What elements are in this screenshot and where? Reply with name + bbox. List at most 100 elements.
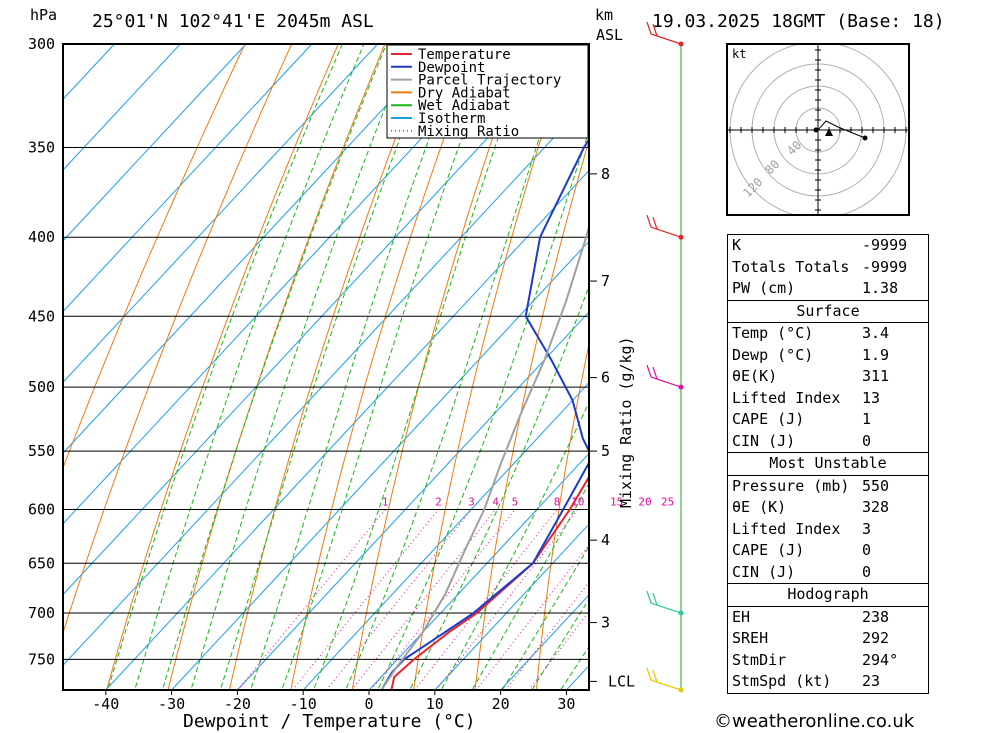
pressure-tick-label: 700	[28, 604, 55, 622]
index-value: 0	[862, 562, 872, 581]
index-label: θE (K)	[732, 498, 787, 516]
copyright-link[interactable]: ©weatheronline.co.uk	[714, 711, 915, 732]
index-label: K	[732, 236, 742, 254]
wind-barb-flag	[646, 21, 652, 35]
height-tick-label: LCL	[608, 672, 635, 690]
unstable-row: Lifted Index 3	[728, 519, 928, 541]
index-label: PW (cm)	[732, 279, 796, 297]
temp-tick-label: -20	[224, 695, 251, 713]
legend-label: Parcel Trajectory	[418, 73, 561, 89]
pressure-tick-label: 400	[28, 228, 55, 246]
index-value: 328	[862, 498, 890, 516]
mixing-ratio-label: 1	[382, 496, 389, 509]
isotherm-line	[63, 44, 247, 242]
surface-section: Surface Temp (°C) 3.4 Dewp (°C) 1.9 θE(K) 3…	[728, 299, 928, 453]
unstable-row: θE (K) 328	[728, 497, 928, 519]
location-title: 25°01'N 102°41'E 2045m ASL	[92, 11, 374, 32]
dry-adiabat-line	[351, 44, 526, 690]
wind-barb-flag	[646, 215, 652, 228]
mixing-ratio-line	[350, 509, 497, 690]
datetime-title: 19.03.2025 18GMT (Base: 18)	[652, 11, 945, 32]
plot-frame	[62, 43, 590, 691]
index-row-totals: Totals Totals -9999	[728, 257, 928, 279]
most-unstable-title: Most Unstable	[728, 453, 928, 476]
index-value: 294°	[862, 650, 899, 669]
dewpoint-line	[380, 137, 589, 690]
dry-adiabat-line	[535, 341, 589, 690]
pressure-tick-label: 450	[28, 307, 55, 325]
index-label: CAPE (J)	[732, 541, 805, 559]
index-value: 550	[862, 476, 890, 495]
legend-label: Temperature	[418, 47, 511, 63]
mixing-ratio-axis-label: Mixing Ratio (g/kg)	[617, 336, 635, 508]
hodograph-trace	[817, 120, 866, 139]
unstable-row: CAPE (J) 0	[728, 540, 928, 562]
mixing-ratio-label: 2	[435, 496, 442, 509]
parcel-trajectory-line	[380, 223, 589, 690]
index-label: CAPE (J)	[732, 410, 805, 428]
pressure-tick-label: 350	[28, 139, 55, 157]
index-label: StmDir	[732, 650, 787, 669]
mixing-ratio-label: 10	[571, 496, 584, 509]
wind-barb	[650, 602, 682, 614]
legend-box	[386, 44, 589, 139]
index-label: SREH	[732, 629, 769, 647]
x-axis-label: Dewpoint / Temperature (°C)	[183, 711, 476, 732]
temperature-line	[390, 475, 589, 690]
index-value: -9999	[862, 236, 908, 254]
index-label: Dewp (°C)	[732, 345, 814, 364]
wind-barb-flag	[652, 366, 658, 380]
surface-title: Surface	[728, 301, 928, 323]
surface-row: CIN (J) 0	[728, 431, 928, 453]
basic-indices: K -9999 Totals Totals -9999 PW (cm) 1.38	[728, 235, 928, 300]
isotherm-line	[171, 240, 589, 690]
km-unit: km	[595, 6, 613, 24]
isotherm-line	[63, 44, 313, 313]
wind-barb	[650, 33, 682, 45]
isotherm-line	[63, 44, 576, 596]
asl-unit: ASL	[596, 26, 623, 44]
index-value: 292	[862, 629, 890, 647]
wind-barb-flag	[652, 592, 658, 606]
unstable-row: Pressure (mb) 550	[728, 476, 928, 498]
wet-adiabat-line	[345, 44, 572, 690]
index-value: 238	[862, 607, 890, 626]
dry-adiabat-line	[63, 44, 246, 470]
pressure-unit: hPa	[30, 6, 57, 24]
pressure-tick-label: 650	[28, 554, 55, 572]
hodograph-section: Hodograph EH 238 SREH 292 StmDir 294° StmSp…	[728, 583, 928, 693]
wind-barb-flag	[652, 23, 658, 37]
index-label: EH	[732, 607, 751, 626]
hodograph-point	[862, 135, 868, 141]
index-label: Totals Totals	[732, 257, 850, 276]
isotherm-line	[63, 44, 444, 454]
dry-adiabat-line	[167, 44, 386, 690]
index-value: 1	[862, 410, 872, 428]
mixing-ratio-label: 25	[661, 496, 674, 509]
wind-barb-flag	[646, 590, 652, 604]
pressure-tick-label: 550	[28, 442, 55, 460]
wind-barb	[650, 226, 682, 238]
wind-barb-flag	[652, 669, 658, 683]
isotherm-line	[105, 169, 589, 690]
wet-adiabat-line	[107, 44, 343, 690]
height-tick-label: 7	[601, 272, 610, 290]
mixing-ratio-label: 20	[638, 496, 651, 509]
index-value: 3	[862, 519, 872, 538]
indices-table: K -9999 Totals Totals -9999 PW (cm) 1.38 Su…	[727, 234, 929, 694]
index-label: StmSpd (kt)	[732, 672, 832, 690]
index-label: Lifted Index	[732, 519, 841, 538]
hodo-row: SREH 292	[728, 628, 928, 650]
hodograph-point	[813, 127, 819, 133]
hodograph-unit: kt	[732, 47, 746, 61]
temp-tick-label: 20	[492, 695, 510, 713]
wet-adiabat-line	[312, 44, 532, 690]
dry-adiabat-line	[957, 44, 991, 694]
wet-adiabat-line	[219, 44, 437, 690]
mixing-ratio-line	[325, 509, 472, 690]
wet-adiabat-line	[250, 44, 465, 690]
height-tick-label: 6	[601, 369, 610, 387]
temp-tick-label: -40	[92, 695, 119, 713]
index-value: 23	[862, 672, 881, 690]
